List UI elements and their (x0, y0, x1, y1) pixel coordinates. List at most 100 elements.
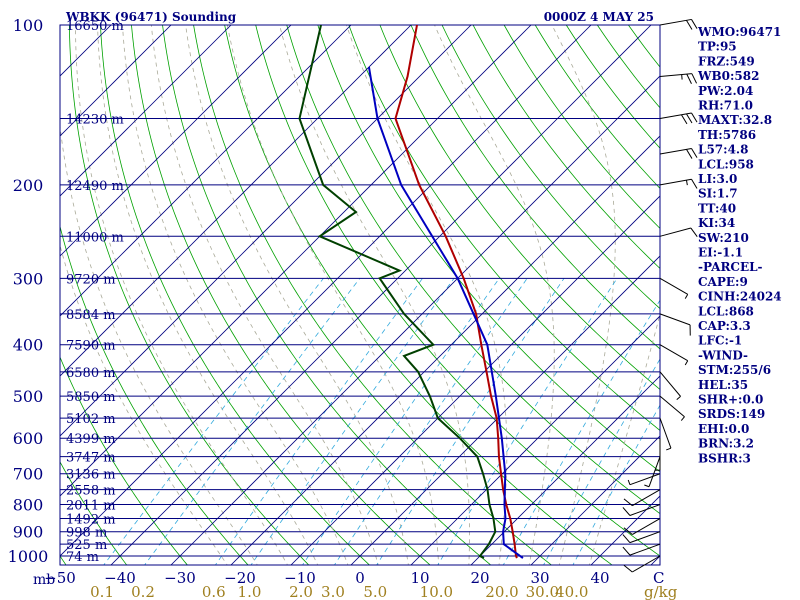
index-line: WMO:96471 (697, 25, 781, 39)
mixing-ratio-tick-label: 40.0 (555, 583, 588, 600)
dry-adiabat (193, 25, 553, 565)
wind-barb (644, 456, 661, 488)
height-label: 998 m (66, 526, 107, 541)
mixing-ratio-axis: 0.1 0.2 0.6 1.0 2.0 3.0 5.0 10.0 20.0 30.040.0 (90, 583, 588, 600)
wind-barb-flag (691, 73, 698, 84)
dry-adiabat (100, 25, 370, 565)
temperature-tick-label: 20 (470, 569, 489, 587)
wind-barb-staff (629, 504, 661, 516)
temperature-tick-label: −50 (44, 569, 76, 587)
temperature-line (394, 25, 518, 559)
wind-barb-half-flag (627, 479, 631, 485)
height-label: 2011 m (66, 499, 116, 514)
wind-barb-flag (623, 527, 633, 535)
height-label: 74 m (66, 550, 99, 565)
isotherm (350, 255, 660, 565)
moist-adiabat (279, 25, 470, 565)
wind-barb-flag (686, 113, 693, 124)
dry-adiabat (255, 25, 660, 557)
index-line: BSHR:3 (698, 451, 751, 465)
wind-barb-flag (691, 148, 698, 158)
wind-barb (623, 489, 661, 507)
dewpoint-line (298, 25, 497, 559)
index-line: BRN:3.2 (698, 437, 754, 451)
temperature-tick-label: 40 (590, 569, 609, 587)
index-line: LI:3.0 (698, 172, 737, 186)
dry-adiabat (60, 224, 249, 565)
temperature-tick-label: −20 (224, 569, 256, 587)
index-line: PW:2.04 (698, 84, 753, 98)
index-line: HEL:35 (698, 378, 748, 392)
wind-barb-staff (659, 18, 692, 26)
wind-barb-half-flag (644, 484, 650, 488)
wind-barb-staff (629, 473, 661, 486)
height-label: 5102 m (66, 412, 116, 427)
wind-barb (659, 73, 698, 84)
wind-barb-flag (686, 149, 693, 159)
isobars (60, 24, 660, 557)
wind-barb (622, 531, 661, 544)
height-label: 6580 m (66, 366, 116, 381)
wind-barb (655, 438, 661, 471)
wind-barb-half-flag (676, 395, 681, 400)
wind-barb-flag (622, 546, 631, 556)
moist-adiabat (226, 25, 440, 565)
wind-barb (659, 371, 681, 400)
index-line: KI:34 (698, 216, 735, 230)
isotherm (60, 25, 172, 137)
wind-barb-half-flag (685, 180, 688, 186)
temperature-tick-label: −40 (104, 569, 136, 587)
isotherm (60, 25, 292, 257)
dry-adiabat (60, 356, 188, 565)
pressure-axis: 100 200 300 400 500 600 700 800 900 1000 (8, 16, 49, 566)
height-label: 7590 m (66, 339, 116, 354)
index-line: L57:4.8 (698, 143, 748, 157)
pressure-tick-label: 200 (13, 176, 44, 195)
index-line: LFC:-1 (698, 334, 742, 348)
temperature-tick-label: 0 (355, 569, 365, 587)
pressure-tick-label: 400 (13, 336, 44, 355)
mixing-ratio-line (214, 278, 423, 565)
isotherm (170, 75, 660, 565)
height-label: 8584 m (66, 308, 116, 323)
wind-barb-flag (681, 114, 688, 125)
height-label: 9720 m (66, 272, 116, 287)
moist-adiabat (185, 25, 409, 565)
wind-barb-flag (686, 20, 693, 30)
index-line: SRDS:149 (698, 407, 765, 421)
wind-barb-flag (691, 112, 698, 123)
mixing-ratio-line (502, 299, 660, 565)
wind-barb (623, 518, 661, 535)
index-line: TH:5786 (698, 128, 756, 142)
wind-barb-half-flag (680, 416, 685, 421)
pressure-tick-label: 500 (13, 387, 44, 406)
temperature-axis: −50 −40 −30 −20 −10 0 10 20 30 40 (44, 569, 609, 587)
height-label: 11000 m (66, 230, 124, 245)
isotherm (0, 13, 63, 567)
dry-adiabat (60, 461, 128, 565)
height-label: 3136 m (66, 468, 116, 483)
mixing-ratio-tick-label: 0.2 (131, 583, 155, 600)
wind-barb-staff (648, 456, 661, 487)
temperature-tick-label: 10 (410, 569, 429, 587)
index-line: RH:71.0 (698, 99, 753, 113)
mixing-ratio-tick-label: 2.0 (289, 583, 313, 600)
dry-adiabat (348, 25, 660, 431)
wind-barb-flag (623, 564, 633, 573)
index-line: TP:95 (698, 40, 737, 54)
height-label: 3747 m (66, 451, 116, 466)
dry-adiabat (162, 25, 492, 565)
moist-adiabat (150, 25, 379, 565)
mixing-ratio-tick-label: 0.6 (202, 583, 226, 600)
wind-barb-staff (659, 73, 692, 77)
isotherm (470, 375, 660, 565)
pressure-tick-label: 700 (13, 465, 44, 484)
isotherm (60, 25, 232, 197)
wind-barb-flag (623, 498, 633, 507)
wind-barb-staff (629, 531, 661, 544)
moist-adiabat (122, 25, 349, 565)
wind-barb (627, 473, 661, 486)
height-label: 2558 m (66, 484, 116, 499)
mixing-ratio-tick-label: 10.0 (420, 583, 453, 600)
temperature-tick-label: 30 (530, 569, 549, 587)
